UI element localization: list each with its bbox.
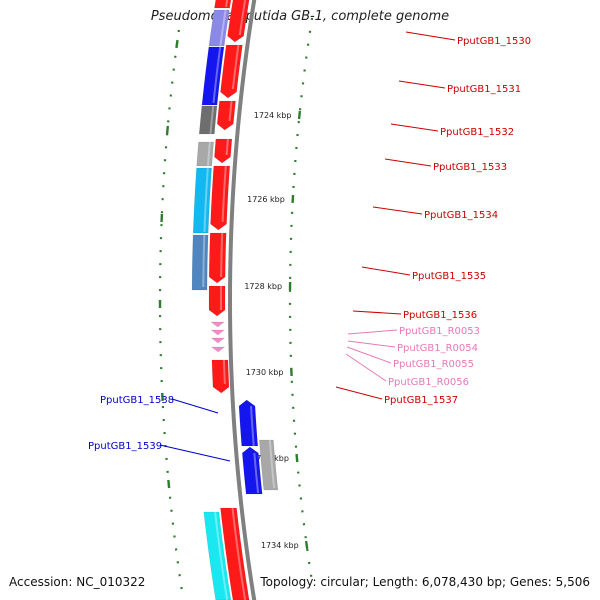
gene-arrow-pputgb1-1537-shine <box>222 359 226 385</box>
tick-label: 1734 kbp <box>261 541 299 550</box>
backbone-arc <box>227 0 257 600</box>
gene-label-pputgb1-1536: PputGB1_1536 <box>403 310 477 321</box>
leader-pputgb1-1530 <box>405 31 456 41</box>
gene-label-pputgb1-1532: PputGB1_1532 <box>440 127 514 138</box>
gene-arrow-pputgb1-1530-shine <box>238 0 247 36</box>
gene-arrow-pputgb1-1534 <box>210 165 231 231</box>
cog-segment-shine <box>206 141 211 167</box>
gene-arrow-pputgb1-1535-shine <box>220 232 224 278</box>
leader-pputgb1-1534 <box>372 206 423 215</box>
gene-label-pputgb1-r0055: PputGB1_R0055 <box>393 359 474 370</box>
leader-pputgb1-1533 <box>384 158 432 167</box>
gene-arrow-pputgb1-1532 <box>216 100 236 131</box>
leader-pputgb1-1539 <box>159 444 231 462</box>
leader-pputgb1-r0056 <box>345 353 387 382</box>
gene-label-pputgb1-1534: PputGB1_1534 <box>424 210 498 221</box>
cog-segment <box>196 141 214 167</box>
gene-arrow-pputgb1-1532-shine <box>228 100 233 122</box>
leader-pputgb1-1535 <box>361 266 411 276</box>
tick-mark <box>167 479 171 489</box>
gene-arrow-pputgb1-1539 <box>242 446 263 495</box>
gene-arrow-pputgb1-1535 <box>208 232 227 284</box>
cog-segment <box>198 105 218 135</box>
gene-label-pputgb1-r0053: PputGB1_R0053 <box>399 326 480 337</box>
tick-mark <box>304 540 309 550</box>
cog-segment <box>208 9 230 47</box>
gene-label-pputgb1-1539: PputGB1_1539 <box>88 441 162 452</box>
gene-arrow-pputgb1-1533-shine <box>225 138 229 156</box>
cog-segment-shine <box>203 167 209 233</box>
gene-arrow-pputgb1-1539-shine <box>253 452 260 494</box>
cog-segment-shine <box>225 0 229 8</box>
tick-mark <box>295 453 299 463</box>
gene-arrow-bottom-red <box>220 507 250 600</box>
backbone <box>227 0 257 600</box>
gene-arrow-pputgb1-1533 <box>214 138 233 164</box>
gene-label-pputgb1-1535: PputGB1_1535 <box>412 271 486 282</box>
cog-segment-shine <box>202 234 206 288</box>
gene-arrow-pputgb1-r0055 <box>210 337 226 344</box>
cog-segment-bottom <box>203 511 232 600</box>
leader-pputgb1-1531 <box>398 80 446 89</box>
tick-label: 1728 kbp <box>244 282 282 291</box>
leader-pputgb1-r0054 <box>347 340 396 348</box>
cog-segment <box>192 167 212 234</box>
gene-features <box>191 0 279 600</box>
gene-arrow-pputgb1-r0054 <box>210 329 225 336</box>
leader-pputgb1-r0053 <box>347 329 398 335</box>
gene-arrow-pputgb1-1531 <box>220 44 243 99</box>
label-leader-lines <box>159 31 456 462</box>
cog-segment-shine <box>219 9 227 47</box>
leader-pputgb1-1536 <box>352 310 402 315</box>
dotted-scale-arcs <box>158 17 314 591</box>
gene-labels: PputGB1_1530 PputGB1_1531 PputGB1_1532 Pput… <box>88 36 531 452</box>
cog-segment <box>191 234 209 291</box>
gene-arrow-pputgb1-1530 <box>227 0 250 43</box>
genome-summary: Topology: circular; Length: 6,078,430 bp… <box>260 575 590 589</box>
tick-label: 1730 kbp <box>246 368 284 377</box>
tick-mark <box>297 110 302 120</box>
gene-arrow-pputgb1-r0056 <box>210 346 226 353</box>
cog-segment-reverse <box>259 439 279 491</box>
tick-label: 1724 kbp <box>254 111 292 120</box>
gene-arrow-pputgb1-1534-shine <box>221 165 227 223</box>
tick-mark <box>175 39 179 49</box>
gene-arrow-bottom-red-shine <box>231 507 247 600</box>
dotted-arc-inner <box>288 17 314 587</box>
accession-label: Accession: NC_010322 <box>9 575 146 589</box>
dotted-arc-outer <box>158 29 183 591</box>
cog-segment <box>214 0 232 9</box>
gene-arrow-pputgb1-1538-shine <box>250 405 255 447</box>
gene-arrow-pputgb1-r0053 <box>210 321 225 328</box>
gene-label-pputgb1-1537: PputGB1_1537 <box>384 395 458 406</box>
gene-label-pputgb1-1531: PputGB1_1531 <box>447 84 521 95</box>
gene-label-pputgb1-1538: PputGB1_1538 <box>100 395 174 406</box>
cog-segment-shine <box>212 46 222 104</box>
leader-pputgb1-r0055 <box>346 346 392 364</box>
gene-label-pputgb1-1533: PputGB1_1533 <box>433 162 507 173</box>
gene-label-pputgb1-r0054: PputGB1_R0054 <box>397 343 478 354</box>
cog-segment <box>201 46 225 106</box>
leader-pputgb1-1538 <box>171 398 219 414</box>
tick-label: 1726 kbp <box>247 195 285 204</box>
gene-label-pputgb1-1530: PputGB1_1530 <box>457 36 531 47</box>
leader-pputgb1-1532 <box>390 123 439 132</box>
gene-arrow-pputgb1-1538 <box>238 399 259 447</box>
cog-segment-bottom-shine <box>214 511 229 600</box>
gene-label-pputgb1-r0056: PputGB1_R0056 <box>388 377 469 388</box>
cog-segment-reverse-shine <box>268 439 276 489</box>
gene-arrow-pputgb1-1531-shine <box>231 44 240 90</box>
cog-segment-shine <box>209 105 215 135</box>
leader-pputgb1-1537 <box>335 386 383 400</box>
gene-arrow-pputgb1-1537 <box>211 359 230 394</box>
gene-arrow-pputgb1-1536 <box>208 285 226 317</box>
tick-mark <box>165 125 170 135</box>
